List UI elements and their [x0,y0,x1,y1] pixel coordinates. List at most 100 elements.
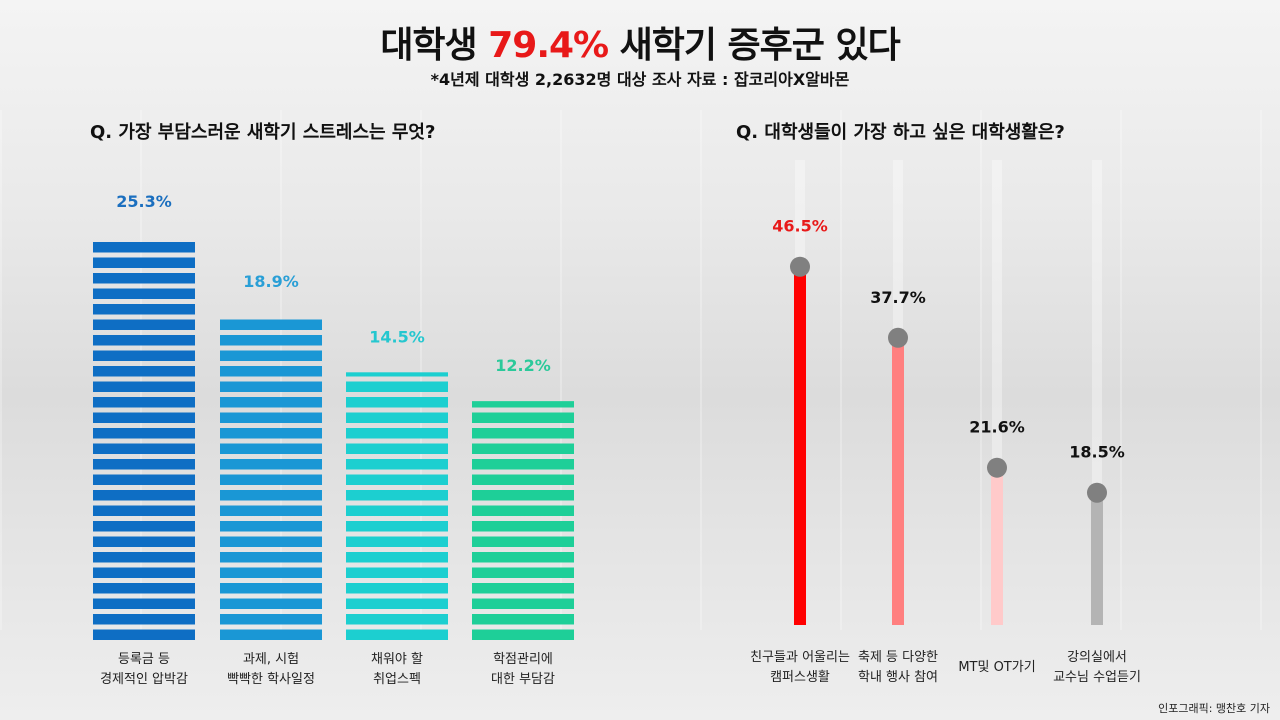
left-question: Q. 가장 부담스러운 새학기 스트레스는 무엇? [90,122,436,143]
bar-stripe [346,474,448,485]
bar [346,372,448,640]
data-label: 14.5% [369,327,425,346]
category-label-line: 경제적인 압박감 [100,672,188,687]
bar-stripe [472,567,574,578]
bar-stripe [220,521,322,532]
category-label: 강의실에서 교수님 수업듣기 [1027,648,1167,688]
bar-stripe [472,583,574,594]
category-label-line: 등록금 등 [118,652,170,667]
bar-stripe [93,304,195,315]
bar-stripe [93,319,195,330]
category-label-line: 축제 등 다양한 [857,650,939,665]
lollipop-dot [1087,482,1107,503]
bar-stripe [220,567,322,578]
bar-stripe [220,443,322,454]
category-label-line: 강의실에서 [1067,650,1127,665]
lollipop-stem [794,266,806,625]
category-label-line: 학점관리에 [493,652,553,667]
category-label-line: 캠퍼스생활 [770,670,830,685]
bar [93,242,195,640]
bar-stripe [93,521,195,532]
bar-stripe [93,536,195,547]
track [1092,160,1102,625]
bar-stripe [93,583,195,594]
bar-stripe [346,536,448,547]
category-label-line: MT및 OT가기 [958,660,1036,675]
bar-stripe [346,629,448,640]
category-label: 과제, 시험 빡빡한 학사일정 [201,650,341,690]
category-label-line: 학내 행사 참여 [857,670,939,685]
data-label: 18.9% [243,272,299,291]
bar-stripe [93,567,195,578]
bar-stripe [93,428,195,439]
bar-stripe [346,583,448,594]
data-label: 37.7% [870,288,926,307]
bar-stripe [472,443,574,454]
bar-stripe [93,273,195,284]
bar-stripe [93,242,195,253]
bar-stripe [93,552,195,563]
data-label: 46.5% [772,217,828,236]
title-pre: 대학생 [380,25,489,66]
bar-stripe [346,381,448,392]
category-label: 학점관리에 대한 부담감 [453,650,593,690]
bar-stripe [220,397,322,408]
bar-stripe [472,428,574,439]
bar-stripe [220,598,322,609]
bar-stripe [220,350,322,361]
category-label-line: 채워야 할 [371,652,423,667]
bar-stripe [93,288,195,299]
bar-stripe [346,397,448,408]
bar-stripe [220,319,322,330]
bar-stripe [346,490,448,501]
bar-stripe [220,381,322,392]
data-label: 18.5% [1069,443,1125,462]
lollipop-stem [991,467,1003,625]
bar-stripe [346,598,448,609]
bar-stripe [472,536,574,547]
data-label: 21.6% [969,418,1025,437]
bar-stripe [93,505,195,516]
page-title: 대학생 79.4% 새학기 증후군 있다 [0,16,1280,68]
category-label-line: 빡빡한 학사일정 [227,672,315,687]
lollipop-dot [987,457,1007,478]
bar-stripe [346,552,448,563]
bar-stripe [220,505,322,516]
category-label-line: 친구들과 어울리는 [750,650,850,665]
title-post: 새학기 증후군 있다 [608,25,901,66]
bar-stripe [220,474,322,485]
bar-stripe [220,366,322,377]
bar-stripe [346,521,448,532]
bar-stripe [93,350,195,361]
bar-stripe [472,598,574,609]
bar-stripe [346,505,448,516]
lollipop-dot [790,256,810,277]
bar-stripe [346,459,448,470]
category-label-line: 취업스펙 [373,672,421,687]
bar-stripe [346,567,448,578]
bar-stripe [93,614,195,625]
bar-stripe [346,412,448,423]
bar-stripe [220,459,322,470]
bar-stripe [472,474,574,485]
bar-stripe [93,629,195,640]
bar [472,401,574,640]
lollipop-dot [888,327,908,348]
bar-stripe [472,505,574,516]
subtitle: *4년제 대학생 2,2632명 대상 조사 자료 : 잡코리아X알바몬 [430,70,850,89]
bar-stripe [220,614,322,625]
bar-stripe [220,428,322,439]
bar-stripe [220,490,322,501]
bar-stripe [472,459,574,470]
bar-stripe [220,552,322,563]
bar-stripe [220,412,322,423]
credit: 인포그래픽: 맹찬호 기자 [1158,702,1270,715]
title-highlight: 79.4% [488,25,609,66]
data-label: 25.3% [116,192,172,211]
bar-stripe [93,257,195,268]
category-label: MT및 OT가기 [927,658,1067,678]
